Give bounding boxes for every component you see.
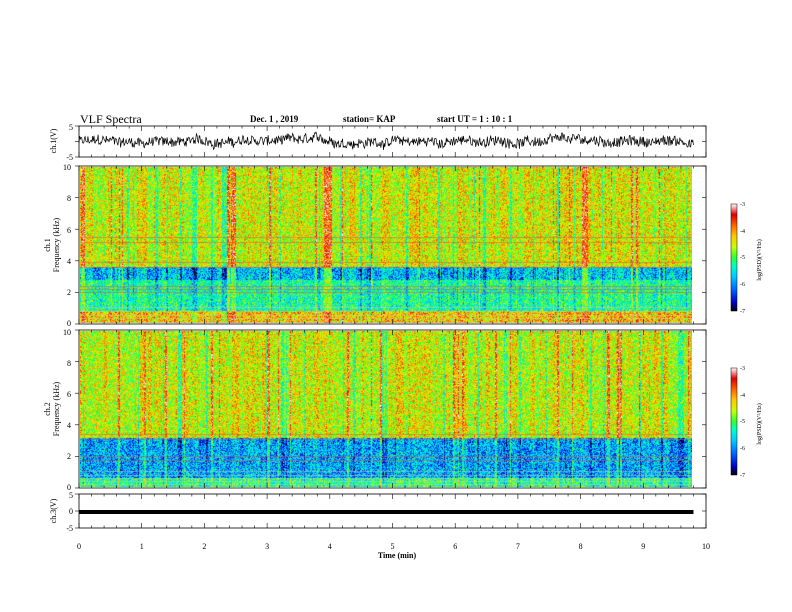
ch2-cbar-tick-m5: -5 — [740, 419, 745, 425]
ch2-cbar-tick-m7: -7 — [740, 473, 745, 479]
ch2-spectrogram-image — [80, 331, 692, 487]
header-station: station= KAP — [343, 114, 396, 124]
ch2-spectrogram-ticks — [75, 329, 707, 489]
ch1-ytick-bottom: -5 — [66, 153, 73, 162]
ch2-ytick-10: 10 — [63, 328, 71, 337]
ch1-ytick-top: 5 — [69, 123, 73, 132]
x-tick-label-1: 1 — [140, 542, 144, 551]
ch2-colorbar: -3 -4 -5 -6 -7 log(PSD)(V²/Hz) — [730, 366, 763, 479]
ch1-ytick-8: 8 — [67, 194, 71, 203]
ch2-colorbar-gradient — [730, 367, 738, 476]
ch3-waveform-ticks — [75, 493, 707, 529]
ch1-spectrogram-ylabel-frequency: Frequency (kHz) — [52, 217, 61, 272]
ch1-spectrogram-panel: 0 2 4 6 8 10 ch.1 Frequency (kHz) — [43, 163, 707, 328]
ch3-ytick-top: 5 — [69, 491, 73, 500]
x-tick-label-0: 0 — [77, 542, 81, 551]
ch1-colorbar: -3 -4 -5 -6 -7 log(PSD)(V²/Hz) — [730, 202, 763, 315]
ch1-waveform-ticks — [75, 125, 707, 158]
ch3-waveform-ylabel: ch.3(V) — [49, 498, 58, 523]
ch2-colorbar-label: log(PSD)(V²/Hz) — [756, 403, 763, 444]
ch2-cbar-tick-m4: -4 — [740, 393, 745, 399]
ch1-cbar-tick-m5: -5 — [740, 255, 745, 261]
ch1-spectrogram-ylabel-channel: ch.1 — [43, 238, 52, 252]
ch2-ytick-0: 0 — [67, 483, 71, 492]
ch3-ytick-mid: 0 — [69, 507, 73, 516]
ch2-ytick-8: 8 — [67, 359, 71, 368]
ch3-waveform-panel: 5 0 -5 ch.3(V) — [49, 491, 707, 533]
x-tick-label-10: 10 — [702, 542, 710, 551]
ch1-cbar-tick-m3: -3 — [740, 202, 745, 208]
ch1-waveform-line — [78, 131, 694, 151]
x-axis-tick-labels: 0 1 2 3 4 5 6 7 8 9 10 — [77, 542, 710, 551]
ch1-waveform-panel: 5 -5 ch.1(V) — [49, 123, 707, 162]
ch1-spectrogram-image — [80, 167, 692, 323]
ch2-ytick-4: 4 — [67, 421, 71, 430]
x-axis-label: Time (min) — [378, 551, 417, 560]
x-tick-label-5: 5 — [391, 542, 395, 551]
ch1-cbar-tick-m6: -6 — [740, 282, 745, 288]
x-tick-label-8: 8 — [579, 542, 583, 551]
ch1-colorbar-label: log(PSD)(V²/Hz) — [756, 239, 763, 280]
x-tick-label-7: 7 — [516, 542, 520, 551]
x-tick-label-9: 9 — [641, 542, 645, 551]
ch1-colorbar-gradient — [730, 203, 738, 312]
ch2-spectrogram-panel: 0 2 4 6 8 10 ch.2 Frequency (kHz) — [43, 328, 707, 492]
ch1-cbar-tick-m4: -4 — [740, 229, 745, 235]
ch1-cbar-tick-m7: -7 — [740, 309, 745, 315]
ch1-ytick-2: 2 — [67, 288, 71, 297]
ch1-ytick-0: 0 — [67, 319, 71, 328]
ch2-cbar-tick-m3: -3 — [740, 366, 745, 372]
x-tick-label-2: 2 — [202, 542, 206, 551]
ch2-cbar-tick-m6: -6 — [740, 446, 745, 452]
x-tick-label-4: 4 — [328, 542, 332, 551]
ch1-waveform-ylabel: ch.1(V) — [49, 128, 58, 153]
ch2-spectrogram-ylabel-frequency: Frequency (kHz) — [52, 381, 61, 436]
ch2-ytick-2: 2 — [67, 452, 71, 461]
x-tick-label-3: 3 — [265, 542, 269, 551]
figure-title: VLF Spectra — [80, 112, 142, 126]
ch1-spectrogram-ticks — [75, 165, 707, 325]
ch1-ytick-6: 6 — [67, 226, 71, 235]
ch2-ytick-6: 6 — [67, 390, 71, 399]
ch2-spectrogram-ylabel-channel: ch.2 — [43, 402, 52, 416]
ch1-ytick-10: 10 — [63, 163, 71, 172]
header-start-time: start UT = 1 : 10 : 1 — [437, 114, 513, 124]
header-date: Dec. 1 , 2019 — [250, 114, 299, 124]
ch1-ytick-4: 4 — [67, 257, 71, 266]
x-tick-label-6: 6 — [453, 542, 457, 551]
ch3-ytick-bottom: -5 — [66, 524, 73, 533]
